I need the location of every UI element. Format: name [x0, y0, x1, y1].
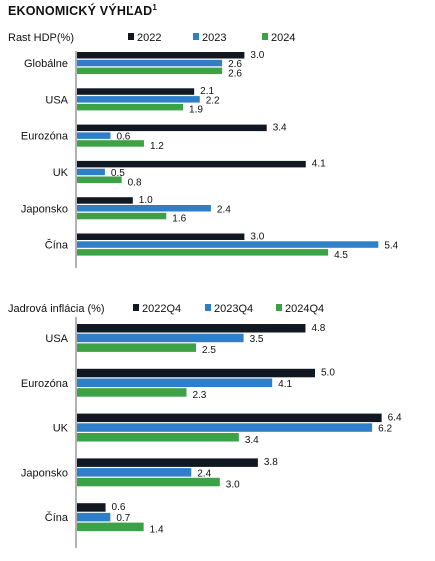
legend-label-2024: 2024 [271, 32, 295, 44]
bar-2022Q4-Čína [77, 503, 106, 512]
legend-swatch-2024 [262, 33, 268, 40]
category-label-Čína: Čína [45, 239, 69, 252]
chart-2: Jadrová inflácia (%) 2022Q4 2023Q4 2024Q4 US… [8, 303, 402, 548]
bar-2024-USA [77, 103, 184, 111]
chart-1: Rast HDP(%) 2022 2023 2024 Globálne 3.0 2.62.6… [8, 32, 399, 268]
legend-swatch-2022 [128, 33, 134, 40]
data-label-2022Q4-Eurozóna: 5.0 [321, 368, 335, 379]
bar-2024Q4-USA [77, 343, 196, 352]
bar-2023Q4-USA [77, 333, 244, 343]
chart-1-axis-label: Rast HDP(%) [8, 32, 74, 44]
data-label-2024-USA: 1.9 [189, 105, 203, 116]
bar-2023-Globálne [77, 59, 223, 67]
legend-label-2024Q4: 2024Q4 [285, 303, 324, 315]
bar-2022-Japonsko [77, 197, 133, 204]
data-label-2022Q4-Čína: 0.6 [112, 502, 126, 513]
bar-2024-Čína [77, 249, 329, 256]
data-label-2022-Čína: 3.0 [250, 231, 264, 242]
data-label-2022Q4-Japonsko: 3.8 [264, 457, 278, 468]
category-label-USA: USA [45, 94, 68, 106]
data-label-2022Q4-UK: 6.4 [388, 412, 402, 423]
data-label-2024Q4-UK: 3.4 [245, 435, 259, 446]
legend-label-2023Q4: 2023Q4 [214, 303, 253, 315]
data-label-2023Q4-UK: 6.2 [378, 424, 392, 435]
bar-2022Q4-Eurozóna [77, 368, 315, 378]
data-label-2023-UK: 0.5 [111, 168, 125, 179]
bar-2024-Globálne [77, 67, 223, 75]
category-label-Japonsko: Japonsko [21, 467, 68, 479]
bar-2024Q4-Čína [77, 522, 144, 532]
bar-2024-Eurozóna [77, 140, 144, 147]
category-label-Eurozóna: Eurozóna [21, 378, 69, 390]
legend-label-2022: 2022 [137, 32, 161, 44]
bar-2024Q4-Japonsko [77, 477, 220, 487]
data-label-2023-Čína: 5.4 [384, 241, 398, 252]
bar-2022Q4-UK [77, 413, 382, 423]
bar-2024-UK [77, 176, 122, 183]
data-label-2024-UK: 0.8 [128, 177, 142, 188]
data-label-2023Q4-USA: 3.5 [250, 334, 264, 345]
category-label-Čína: Čína [45, 511, 69, 524]
data-label-2024Q4-Eurozóna: 2.3 [192, 390, 206, 401]
data-label-2023Q4-Čína: 0.7 [116, 513, 130, 524]
bar-2022-Eurozóna [77, 124, 267, 132]
page-title-footnote: 1 [152, 3, 158, 12]
category-label-Japonsko: Japonsko [21, 203, 68, 215]
data-label-2024Q4-Čína: 1.4 [150, 524, 164, 535]
data-label-2022Q4-USA: 4.8 [311, 323, 325, 334]
data-label-2024-Globálne: 2.6 [228, 68, 242, 79]
data-label-2022-Globálne: 3.0 [250, 50, 264, 61]
bar-2024Q4-Eurozóna [77, 388, 187, 397]
legend-swatch-2022Q4 [133, 304, 139, 311]
data-label-2023-USA: 2.2 [206, 95, 220, 106]
bar-2023Q4-Čína [77, 512, 111, 522]
data-label-2023-Globálne: 2.6 [228, 59, 242, 70]
data-label-2023-Eurozóna: 0.6 [116, 132, 130, 143]
legend-swatch-2024Q4 [276, 304, 282, 311]
category-label-UK: UK [53, 423, 69, 435]
legend-swatch-2023Q4 [205, 304, 211, 311]
page-title-text: EKONOMICKÝ VÝHĽAD [8, 4, 153, 19]
bar-2023-USA [77, 96, 200, 103]
data-label-2023-Japonsko: 2.4 [217, 204, 231, 215]
data-label-2023Q4-Japonsko: 2.4 [197, 468, 211, 479]
bar-2023Q4-Eurozóna [77, 378, 273, 387]
bar-2023Q4-Japonsko [77, 468, 192, 477]
bar-2022Q4-USA [77, 324, 306, 333]
data-label-2022-Eurozóna: 3.4 [273, 122, 287, 133]
data-label-2024Q4-USA: 2.5 [202, 345, 216, 356]
data-label-2022-USA: 2.1 [200, 86, 214, 97]
page-title: EKONOMICKÝ VÝHĽAD1 [8, 3, 157, 18]
bar-2022-Globálne [77, 52, 245, 59]
legend-label-2023: 2023 [202, 32, 226, 44]
data-label-2024-Eurozóna: 1.2 [150, 141, 164, 152]
bar-2023-Japonsko [77, 205, 211, 212]
data-label-2022-Japonsko: 1.0 [139, 195, 153, 206]
bar-2022Q4-Japonsko [77, 458, 258, 467]
chart-2-axis-label: Jadrová inflácia (%) [8, 303, 105, 315]
category-label-Globálne: Globálne [24, 58, 68, 70]
bar-2024Q4-UK [77, 433, 239, 442]
legend-label-2022Q4: 2022Q4 [142, 303, 181, 315]
bar-2023-Eurozóna [77, 132, 111, 139]
data-label-2024-Čína: 4.5 [334, 250, 348, 261]
category-label-USA: USA [45, 333, 68, 345]
bar-2023-UK [77, 168, 105, 176]
bar-2024-Japonsko [77, 212, 167, 220]
category-label-Eurozóna: Eurozóna [21, 131, 69, 143]
legend-swatch-2023 [193, 33, 199, 40]
data-label-2024-Japonsko: 1.6 [172, 214, 186, 225]
data-label-2023Q4-Eurozóna: 4.1 [278, 379, 292, 390]
bar-2022-UK [77, 160, 306, 168]
category-label-UK: UK [53, 167, 69, 179]
bar-2023-Čína [77, 241, 379, 248]
bar-2023Q4-UK [77, 423, 373, 432]
bar-2022-USA [77, 88, 195, 95]
data-label-2024Q4-Japonsko: 3.0 [226, 480, 240, 491]
data-label-2022-UK: 4.1 [312, 159, 326, 170]
bar-2022-Čína [77, 233, 245, 240]
